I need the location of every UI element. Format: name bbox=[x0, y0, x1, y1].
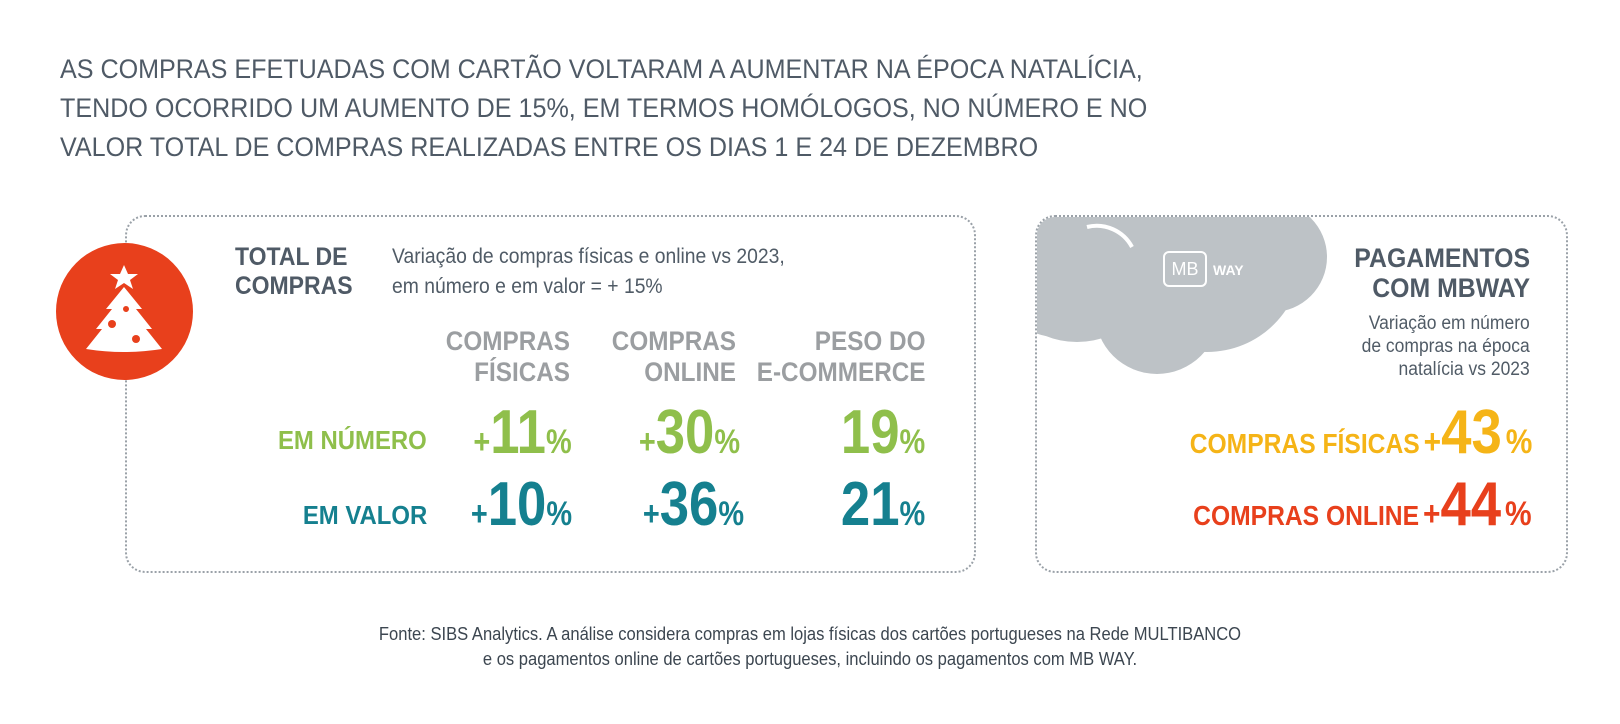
total-title-line-2: COMPRAS bbox=[235, 272, 353, 300]
mbway-logo-mb: MB bbox=[1172, 259, 1199, 279]
headline: AS COMPRAS EFETUADAS COM CARTÃO VOLTARAM… bbox=[60, 50, 1148, 167]
percent-sign: % bbox=[718, 495, 744, 533]
mbway-logo: MB WAY bbox=[1163, 250, 1253, 295]
mbway-card bbox=[1035, 215, 1568, 573]
value-valor-peso: 21% bbox=[841, 474, 925, 536]
value-valor-fisicas: +10% bbox=[471, 474, 572, 536]
value-number: 10 bbox=[487, 470, 547, 539]
value-valor-online: +36% bbox=[643, 474, 744, 536]
mbway-subtitle-line-3: natalícia vs 2023 bbox=[1398, 359, 1530, 380]
source-line-2: e os pagamentos online de cartões portug… bbox=[482, 649, 1138, 669]
headline-line-1: AS COMPRAS EFETUADAS COM CARTÃO VOLTARAM… bbox=[60, 54, 1143, 84]
column-header-line: E-COMMERCE bbox=[756, 357, 925, 387]
plus-sign: + bbox=[638, 423, 656, 461]
source-line-1: Fonte: SIBS Analytics. A análise conside… bbox=[378, 624, 1242, 644]
mbway-row-label: COMPRAS FÍSICAS bbox=[1189, 428, 1420, 459]
total-compras-subtitle: Variação de compras físicas e online vs … bbox=[392, 242, 785, 302]
column-header-peso-ecommerce: PESO DO E-COMMERCE bbox=[756, 326, 925, 388]
column-header-compras-online: COMPRAS ONLINE bbox=[612, 326, 736, 388]
mbway-row-compras-fisicas: COMPRAS FÍSICAS +43 % bbox=[1189, 402, 1532, 464]
christmas-tree-icon bbox=[56, 243, 193, 380]
mbway-row-label: COMPRAS ONLINE bbox=[1193, 500, 1420, 531]
plus-sign: + bbox=[470, 495, 488, 533]
percent-sign: % bbox=[899, 423, 925, 461]
percent-sign: % bbox=[899, 495, 925, 533]
value-numero-fisicas: +11% bbox=[474, 402, 572, 464]
total-compras-card bbox=[125, 215, 976, 573]
row-label-em-valor: EM VALOR bbox=[302, 500, 427, 530]
value-number: 36 bbox=[659, 470, 719, 539]
mbway-logo-way: WAY bbox=[1213, 262, 1244, 278]
column-header-line: COMPRAS bbox=[445, 326, 570, 356]
percent-sign: % bbox=[1505, 423, 1532, 461]
plus-sign: + bbox=[473, 423, 491, 461]
value-number: 44 bbox=[1440, 470, 1502, 539]
column-header-line: FÍSICAS bbox=[474, 357, 570, 387]
percent-sign: % bbox=[714, 423, 740, 461]
source-note: Fonte: SIBS Analytics. A análise conside… bbox=[0, 622, 1620, 672]
mbway-subtitle-line-2: de compras na época bbox=[1361, 336, 1530, 357]
value-number: 11 bbox=[490, 398, 547, 467]
mbway-title: PAGAMENTOS COM MBWAY bbox=[1354, 243, 1530, 303]
plus-sign: + bbox=[642, 495, 660, 533]
mbway-subtitle-line-1: Variação em número bbox=[1369, 313, 1530, 334]
plus-sign: + bbox=[1423, 423, 1441, 461]
plus-sign: + bbox=[1423, 495, 1441, 533]
percent-sign: % bbox=[546, 495, 572, 533]
column-header-compras-fisicas: COMPRAS FÍSICAS bbox=[446, 326, 570, 388]
column-header-line: COMPRAS bbox=[611, 326, 736, 356]
total-title-line-1: TOTAL DE bbox=[235, 243, 348, 271]
value-numero-peso: 19% bbox=[841, 402, 925, 464]
value-number: 19 bbox=[840, 398, 900, 467]
mbway-row-compras-online: COMPRAS ONLINE +44 % bbox=[1194, 474, 1532, 536]
percent-sign: % bbox=[1505, 495, 1532, 533]
total-subtitle-line-1: Variação de compras físicas e online vs … bbox=[392, 245, 785, 268]
column-header-line: PESO DO bbox=[814, 326, 925, 356]
value-numero-online: +30% bbox=[639, 402, 740, 464]
headline-line-3: VALOR TOTAL DE COMPRAS REALIZADAS ENTRE … bbox=[60, 132, 1039, 162]
row-label-em-numero: EM NÚMERO bbox=[278, 425, 427, 455]
headline-line-2: TENDO OCORRIDO UM AUMENTO DE 15%, EM TER… bbox=[60, 93, 1148, 123]
mbway-title-line-1: PAGAMENTOS bbox=[1354, 243, 1530, 273]
mbway-title-line-2: COM MBWAY bbox=[1372, 273, 1530, 303]
cloud-shape bbox=[1037, 217, 1327, 374]
total-subtitle-line-2: em número e em valor = + 15% bbox=[392, 275, 663, 298]
value-number: 43 bbox=[1440, 398, 1502, 467]
value-number: 21 bbox=[840, 470, 900, 539]
value-number: 30 bbox=[655, 398, 715, 467]
mbway-subtitle: Variação em número de compras na época n… bbox=[1362, 312, 1530, 381]
total-compras-title: TOTAL DE COMPRAS bbox=[235, 243, 353, 301]
percent-sign: % bbox=[546, 423, 572, 461]
column-header-line: ONLINE bbox=[644, 357, 736, 387]
